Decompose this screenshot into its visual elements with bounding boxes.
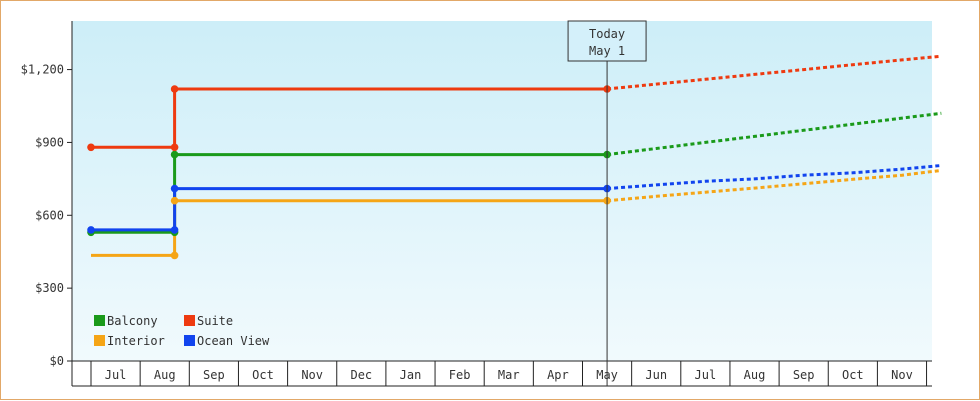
x-tick-label: Jul xyxy=(695,368,717,382)
legend-label: Ocean View xyxy=(197,334,270,348)
legend-item-balcony: Balcony xyxy=(94,314,158,328)
legend: Balcony Suite Interior Ocean View xyxy=(94,314,270,348)
data-point-interior xyxy=(170,251,179,260)
x-tick-label: Mar xyxy=(498,368,520,382)
series-line-suite xyxy=(91,87,608,149)
legend-label: Suite xyxy=(197,314,233,328)
today-date-label: May 1 xyxy=(589,44,625,58)
series-line-ocean-view xyxy=(91,187,608,232)
y-tick-label: $1,200 xyxy=(21,63,64,77)
x-tick-label: Oct xyxy=(252,368,274,382)
plot-background xyxy=(72,21,932,361)
legend-swatch xyxy=(184,335,195,346)
today-marker: Today May 1 xyxy=(567,20,647,386)
legend-item-suite: Suite xyxy=(184,314,233,328)
y-tick-label: $300 xyxy=(35,281,64,295)
data-point-suite xyxy=(87,143,95,152)
axes: $0 $300 $600 $900 $1,200 Jul Aug Sep Oct Nov Dec Ja… xyxy=(21,21,932,387)
markers-interior xyxy=(170,196,611,260)
today-box xyxy=(567,20,647,62)
y-tick-label: $600 xyxy=(35,208,64,222)
x-tick-label: Nov xyxy=(301,368,323,382)
series-projection-suite xyxy=(606,54,942,91)
today-label: Today xyxy=(589,27,625,41)
legend-swatch xyxy=(94,315,105,326)
y-tick-label: $900 xyxy=(35,135,64,149)
x-tick-label: Aug xyxy=(744,368,766,382)
x-tick-label: Nov xyxy=(891,368,913,382)
data-point-balcony xyxy=(170,150,179,159)
legend-label: Interior xyxy=(107,334,165,348)
y-tick-label: $0 xyxy=(50,354,64,368)
x-tick-label: Jan xyxy=(400,368,422,382)
legend-label: Balcony xyxy=(107,314,158,328)
series-projection-interior xyxy=(606,168,942,203)
data-point-ocean-view xyxy=(170,226,179,234)
series-projection-ocean-view xyxy=(606,164,942,191)
x-tick-label: Oct xyxy=(842,368,864,382)
data-point-suite xyxy=(170,85,179,93)
series-projection-balcony xyxy=(606,111,942,157)
x-tick-label: Aug xyxy=(154,368,176,382)
data-point-ocean-view xyxy=(170,184,179,193)
data-point-interior xyxy=(170,196,179,205)
x-tick-label: Apr xyxy=(547,368,569,382)
data-point-ocean-view xyxy=(87,226,95,234)
data-point-suite xyxy=(170,143,179,152)
x-tick-label: Feb xyxy=(449,368,471,382)
series-ocean-view xyxy=(91,164,942,232)
legend-swatch xyxy=(94,335,105,346)
legend-item-interior: Interior xyxy=(94,334,165,348)
series-suite xyxy=(91,54,942,149)
x-tick-label: Dec xyxy=(350,368,372,382)
x-tick-label: Jul xyxy=(105,368,127,382)
x-tick-label: Sep xyxy=(793,368,815,382)
legend-item-ocean-view: Ocean View xyxy=(184,334,270,348)
x-tick-label: Sep xyxy=(203,368,225,382)
legend-swatch xyxy=(184,315,195,326)
x-tick-label: Jun xyxy=(645,368,667,382)
